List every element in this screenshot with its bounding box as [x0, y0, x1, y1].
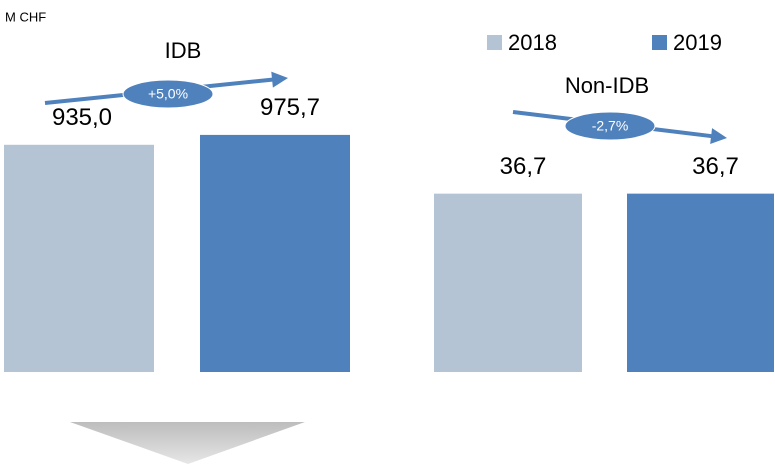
chart-title: Non-IDB	[565, 73, 649, 98]
value-label: 975,7	[260, 94, 320, 121]
legend-swatch	[487, 35, 502, 50]
change-badge	[122, 79, 214, 109]
bar	[200, 134, 350, 372]
change-label: -2,7%	[592, 118, 629, 134]
legend-label: 2019	[673, 30, 722, 55]
legend-swatch	[652, 35, 667, 50]
bar	[627, 193, 774, 372]
arrow-head	[710, 128, 727, 145]
bar	[4, 144, 154, 372]
chevron	[70, 422, 305, 464]
legend-label: 2018	[508, 30, 557, 55]
bar	[434, 193, 582, 372]
arrow-head	[271, 71, 288, 88]
unit-label: M CHF	[5, 9, 46, 24]
change-label: +5,0%	[148, 86, 188, 102]
value-label: 36,7	[500, 153, 547, 180]
value-label: 935,0	[52, 104, 112, 131]
change-badge	[564, 111, 656, 141]
value-label: 36,7	[692, 153, 739, 180]
chart-title: IDB	[165, 38, 202, 63]
